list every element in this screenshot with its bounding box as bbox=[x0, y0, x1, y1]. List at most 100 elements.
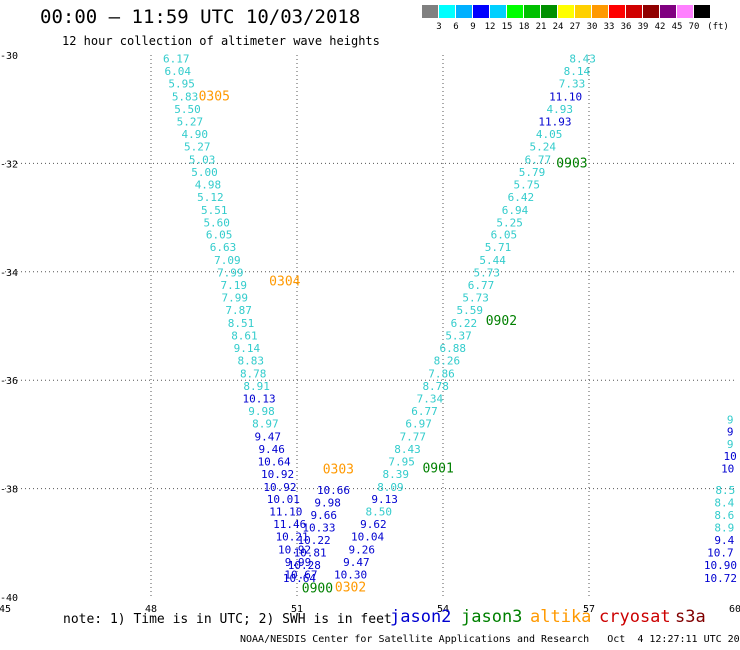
wave-height-value: 10.92 bbox=[278, 544, 311, 557]
wave-height-value: 8.43 bbox=[569, 53, 596, 66]
wave-height-value: 7.77 bbox=[400, 430, 427, 443]
wave-height-value: 6.88 bbox=[439, 342, 466, 355]
wave-height-value: 5.83 bbox=[172, 91, 199, 104]
x-tick-label: 48 bbox=[145, 604, 157, 615]
legend-s3a: s3a bbox=[675, 607, 706, 627]
scale-label: 21 bbox=[535, 22, 547, 32]
wave-height-value: 7.19 bbox=[220, 279, 247, 292]
scale-label: 9 bbox=[470, 22, 476, 32]
scale-label: 70 bbox=[688, 22, 700, 32]
wave-height-value: 10.72 bbox=[704, 572, 737, 585]
wave-height-value: 9.26 bbox=[348, 544, 375, 557]
scale-swatch bbox=[524, 5, 540, 18]
wave-height-value: 11.10 bbox=[549, 91, 582, 104]
time-label: 0304 bbox=[269, 274, 300, 289]
scale-label: 42 bbox=[654, 22, 666, 32]
wave-height-value: 5.79 bbox=[519, 166, 546, 179]
wave-height-value: 6.05 bbox=[206, 229, 233, 242]
wave-height-value: 9.62 bbox=[360, 518, 387, 531]
scale-label: 30 bbox=[586, 22, 598, 32]
wave-height-value: 10.92 bbox=[261, 468, 294, 481]
time-label: 0902 bbox=[486, 314, 517, 329]
wave-height-value: 4.05 bbox=[536, 128, 563, 141]
wave-height-value: 8.26 bbox=[434, 354, 461, 367]
wave-height-value: 10.21 bbox=[276, 531, 309, 544]
wave-height-value: 9.98 bbox=[248, 405, 275, 418]
wave-height-value: 8.4 bbox=[714, 496, 734, 509]
time-label: 0302 bbox=[335, 581, 366, 596]
wave-height-value: 8.97 bbox=[252, 417, 279, 430]
scale-swatch bbox=[694, 5, 710, 18]
wave-height-value: 10.90 bbox=[704, 559, 737, 572]
y-tick-label: -40 bbox=[0, 593, 18, 604]
scale-swatch bbox=[422, 5, 438, 18]
wave-height-value: 7.86 bbox=[428, 367, 455, 380]
wave-height-value: 5.03 bbox=[189, 153, 216, 166]
wave-height-value: 6.77 bbox=[468, 279, 495, 292]
wave-height-value: 5.73 bbox=[474, 267, 501, 280]
wave-height-value: 5.60 bbox=[203, 216, 230, 229]
time-label: 0903 bbox=[556, 157, 587, 172]
wave-height-value: 11.46 bbox=[273, 518, 306, 531]
wave-height-value: 10.13 bbox=[242, 392, 275, 405]
wave-height-value: 9.4 bbox=[714, 534, 734, 547]
x-tick-label: 57 bbox=[583, 604, 595, 615]
wave-height-value: 5.37 bbox=[445, 330, 472, 343]
wave-height-value: 8.83 bbox=[238, 354, 265, 367]
wave-height-value: 5.71 bbox=[485, 241, 512, 254]
wave-height-value: 9.47 bbox=[255, 430, 282, 443]
wave-height-value: 9.46 bbox=[258, 443, 285, 456]
wave-height-value: 11.93 bbox=[538, 115, 571, 128]
x-tick-label: 54 bbox=[437, 604, 449, 615]
wave-height-value: 10 bbox=[721, 462, 734, 475]
wave-height-value: 8.51 bbox=[228, 317, 255, 330]
scale-swatch bbox=[507, 5, 523, 18]
scale-swatch bbox=[592, 5, 608, 18]
scale-swatch bbox=[541, 5, 557, 18]
scale-label: 33 bbox=[603, 22, 615, 32]
scale-label: 45 bbox=[671, 22, 683, 32]
wave-height-value: 7.95 bbox=[388, 455, 415, 468]
wave-height-value: 9 bbox=[727, 438, 734, 451]
wave-height-value: 6.04 bbox=[165, 65, 192, 78]
scale-swatch bbox=[558, 5, 574, 18]
wave-height-value: 10.81 bbox=[294, 546, 327, 559]
grid bbox=[5, 55, 735, 597]
wave-height-value: 10.7 bbox=[707, 546, 734, 559]
wave-height-value: 10.33 bbox=[302, 521, 335, 534]
wave-height-value: 5.25 bbox=[496, 216, 523, 229]
wave-height-value: 9.66 bbox=[311, 509, 338, 522]
y-tick-label: -36 bbox=[0, 376, 18, 387]
wave-height-points: 6.176.045.955.835.505.274.905.275.035.00… bbox=[163, 53, 737, 585]
y-tick-label: -32 bbox=[0, 159, 18, 170]
chart-subtitle: 12 hour collection of altimeter wave hei… bbox=[62, 34, 380, 48]
wave-height-value: 10.67 bbox=[284, 569, 317, 582]
scale-label: 24 bbox=[552, 22, 564, 32]
scale-swatch bbox=[643, 5, 659, 18]
wave-height-value: 10.66 bbox=[317, 484, 350, 497]
wave-height-value: 7.99 bbox=[217, 267, 244, 280]
scale-swatch bbox=[660, 5, 676, 18]
wave-height-value: 8.5 bbox=[715, 484, 735, 497]
scale-label: 39 bbox=[637, 22, 649, 32]
wave-height-value: 8.61 bbox=[231, 330, 258, 343]
legend-jason3: jason3 bbox=[461, 607, 523, 627]
wave-height-value: 9.47 bbox=[343, 556, 370, 569]
scale-swatch bbox=[456, 5, 472, 18]
wave-height-value: 5.75 bbox=[513, 178, 540, 191]
wave-height-value: 9.98 bbox=[314, 496, 341, 509]
wave-height-value: 10.28 bbox=[288, 559, 321, 572]
wave-height-value: 4.90 bbox=[182, 128, 209, 141]
scale-swatch bbox=[490, 5, 506, 18]
wave-height-value: 6.94 bbox=[502, 204, 529, 217]
scale-swatch bbox=[575, 5, 591, 18]
time-label: 0305 bbox=[199, 90, 230, 105]
wave-height-value: 6.22 bbox=[451, 317, 478, 330]
scale-label: 15 bbox=[501, 22, 513, 32]
y-tick-label: -30 bbox=[0, 51, 18, 62]
wave-height-value: 5.95 bbox=[168, 78, 195, 91]
wave-height-value: 5.27 bbox=[184, 140, 211, 153]
wave-height-value: 9 bbox=[727, 414, 734, 427]
